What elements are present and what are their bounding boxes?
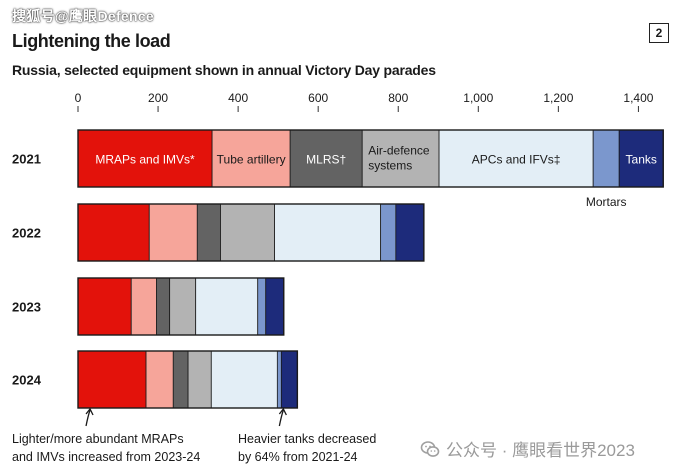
chart-title: Lightening the load xyxy=(12,31,171,51)
wechat-icon xyxy=(420,440,440,457)
footer-watermark-text: 公众号 · 鹰眼看世界2023 xyxy=(446,441,635,460)
bar-2023-air-defence-systems xyxy=(169,277,197,336)
segment-label-air-defence-systems: Air-defence xyxy=(368,144,430,158)
year-label: 2023 xyxy=(12,300,41,315)
annotation-text: by 64% from 2021-24 xyxy=(238,450,358,464)
x-tick-label: 0 xyxy=(75,91,82,105)
segment-label-mlrs: MLRS† xyxy=(306,153,346,167)
bar-2022-apcs-and-ifvs xyxy=(274,203,382,262)
bar-2023-mraps-and-imvs xyxy=(77,277,132,336)
mortars-label: Mortars xyxy=(586,195,627,209)
bar-2024-mraps-and-imvs xyxy=(77,350,147,409)
annotation-text: Lighter/more abundant MRAPs xyxy=(12,432,184,446)
bar-2023-mortars xyxy=(257,277,267,336)
x-tick-label: 1,000 xyxy=(463,91,493,105)
bar-2021-tanks xyxy=(618,129,664,188)
bar-2022-tube-artillery xyxy=(148,203,198,262)
bar-2022-tanks xyxy=(395,203,425,262)
segment-label-mraps-and-imvs: MRAPs and IMVs* xyxy=(95,153,195,167)
bar-2021-mortars xyxy=(592,129,620,188)
bar-outline-2021 xyxy=(77,129,664,188)
x-tick-label: 800 xyxy=(388,91,408,105)
bar-2023-tanks xyxy=(265,277,285,336)
bar-2021-apcs-and-ifvs xyxy=(438,129,594,188)
bar-2023-apcs-and-ifvs xyxy=(195,277,259,336)
annotation-text: Heavier tanks decreased xyxy=(238,432,376,446)
x-tick-label: 1,200 xyxy=(543,91,573,105)
bar-2024-mortars xyxy=(276,350,282,409)
segment-label-air-defence-systems: systems xyxy=(368,159,412,173)
bar-2023-tube-artillery xyxy=(130,277,157,336)
bar-2022-air-defence-systems xyxy=(220,203,275,262)
bar-outline-2022 xyxy=(77,203,425,262)
chart-subtitle: Russia, selected equipment shown in annu… xyxy=(12,62,436,78)
annotation-text: and IMVs increased from 2023-24 xyxy=(12,450,200,464)
bar-2024-tanks xyxy=(280,350,298,409)
x-tick-label: 1,400 xyxy=(623,91,653,105)
bar-2021-mlrs xyxy=(289,129,363,188)
bar-2022-mlrs xyxy=(196,203,221,262)
bar-2022-mraps-and-imvs xyxy=(77,203,150,262)
bar-2023-mlrs xyxy=(156,277,171,336)
source-watermark: 搜狐号@鹰眼Defence xyxy=(12,8,155,24)
x-tick-label: 600 xyxy=(308,91,328,105)
bar-2022-mortars xyxy=(380,203,397,262)
annotation-arrow xyxy=(278,409,284,427)
figure-number-badge: 2 xyxy=(649,23,669,43)
bar-2024-air-defence-systems xyxy=(187,350,212,409)
annotation-arrowhead xyxy=(85,407,94,416)
year-label: 2024 xyxy=(12,373,42,388)
bar-2024-mlrs xyxy=(172,350,189,409)
segment-label-tube-artillery: Tube artillery xyxy=(217,153,286,167)
segment-label-apcs-and-ifvs: APCs and IFVs‡ xyxy=(472,153,561,167)
bar-outline-2023 xyxy=(77,277,285,336)
year-label: 2021 xyxy=(12,152,41,167)
footer-watermark: 公众号 · 鹰眼看世界2023 xyxy=(420,436,635,461)
x-tick-label: 400 xyxy=(228,91,248,105)
bar-outline-2024 xyxy=(77,350,299,409)
segment-label-tanks: Tanks xyxy=(626,153,657,167)
annotation-arrow xyxy=(85,409,91,427)
bar-2021-air-defence-systems xyxy=(361,129,440,188)
bar-2024-tube-artillery xyxy=(145,350,174,409)
x-tick-label: 200 xyxy=(148,91,168,105)
bar-2024-apcs-and-ifvs xyxy=(210,350,278,409)
year-label: 2022 xyxy=(12,226,41,241)
annotation-arrowhead xyxy=(278,407,287,416)
bar-2021-mraps-and-imvs xyxy=(77,129,213,188)
